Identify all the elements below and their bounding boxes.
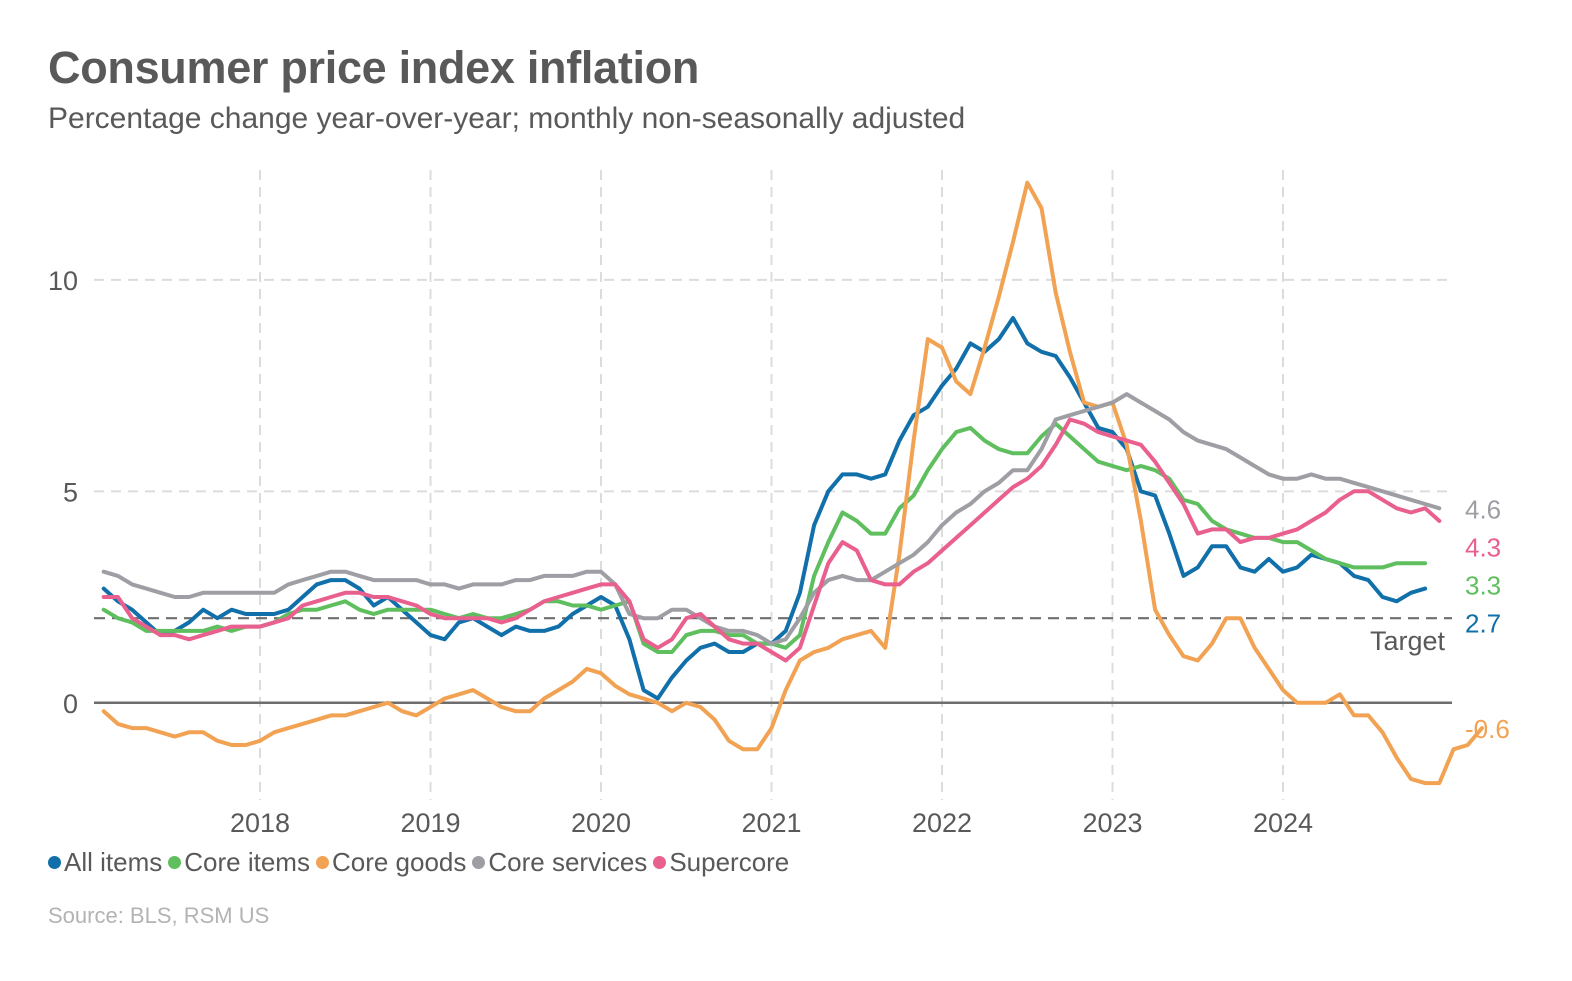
legend-swatch: [315, 856, 329, 869]
x-tick-label: 2022: [912, 808, 972, 838]
legend-item: Core services: [472, 847, 647, 878]
x-tick-label: 2019: [400, 808, 460, 838]
legend-label: Core items: [184, 847, 310, 877]
legend-swatch: [653, 856, 667, 869]
y-tick-label: 0: [63, 689, 78, 719]
grid-layer: [94, 170, 1452, 800]
x-tick-label: 2024: [1253, 808, 1313, 838]
end-label-supercore: 4.3: [1465, 532, 1501, 562]
legend-swatch: [48, 856, 61, 869]
legend-item: Core goods: [315, 847, 467, 878]
chart-subtitle: Percentage change year-over-year; monthl…: [48, 102, 966, 135]
end-label-core-services: 4.6: [1465, 494, 1501, 524]
series-line-core-items: [101, 421, 1428, 654]
end-label-all-items: 2.7: [1465, 608, 1501, 638]
source-note: Source: BLS, RSM US: [48, 903, 270, 928]
legend-swatch: [472, 856, 486, 869]
y-tick-label: 10: [48, 266, 78, 296]
end-label-core-items: 3.3: [1465, 570, 1501, 600]
series-line-core-services: [101, 392, 1442, 646]
target-label: Target: [1370, 626, 1446, 656]
y-tick-label: 5: [63, 477, 78, 507]
legend-item: Supercore: [653, 847, 789, 878]
legend-label: All items: [64, 847, 163, 877]
label-layer: 2018 2019 2020 2021 2022 2023 2024 0 5 10 Target 4.…: [48, 266, 1510, 838]
legend-swatch: [168, 856, 182, 869]
end-label-core-goods: -0.6: [1465, 714, 1510, 744]
legend: All items Core items Core goods Core servic…: [48, 847, 795, 878]
x-tick-label: 2021: [741, 808, 801, 838]
legend-item: Core items: [168, 847, 310, 878]
legend-label: Core goods: [331, 847, 467, 877]
x-tick-label: 2020: [571, 808, 631, 838]
series-layer: [101, 180, 1484, 786]
series-line-supercore: [101, 417, 1442, 663]
legend-label: Core services: [488, 847, 648, 877]
legend-label: Supercore: [669, 847, 790, 877]
series-line-core-goods: [101, 180, 1484, 786]
x-tick-label: 2023: [1082, 808, 1142, 838]
legend-item: All items: [48, 847, 162, 878]
x-tick-label: 2018: [230, 808, 290, 838]
chart-title: Consumer price index inflation: [48, 42, 700, 93]
